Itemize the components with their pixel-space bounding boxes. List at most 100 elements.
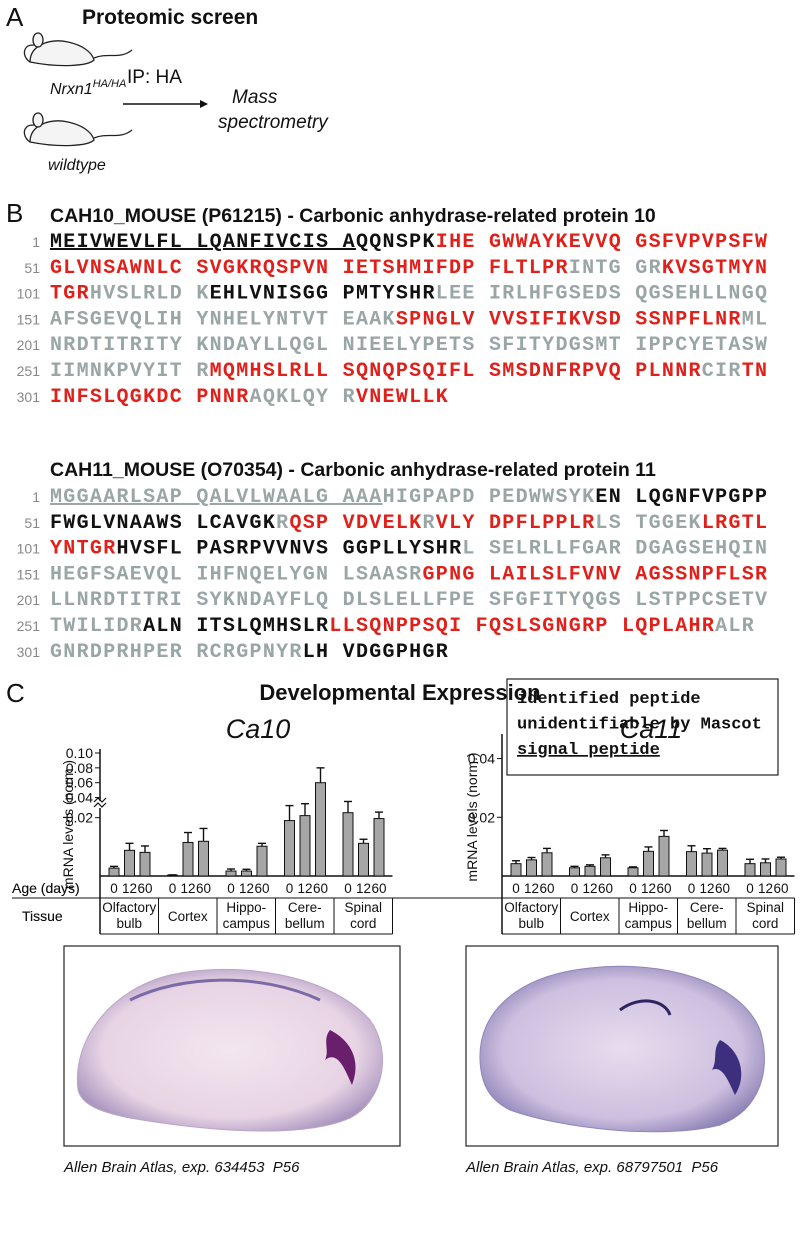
age-label: 0 <box>512 881 520 896</box>
x-axis-label: Age (days) <box>12 880 80 896</box>
line-number: 201 <box>17 337 41 353</box>
sequence-segment: MQMHSLRLL SQNQPSQIFL SMSDNFRPVQ PLNNR <box>210 360 702 383</box>
line-number: 301 <box>17 644 41 660</box>
image-caption: Allen Brain Atlas, exp. 68797501 P56 <box>465 1159 719 1176</box>
age-label: 60 <box>254 881 269 896</box>
y-axis-label: mRNA levels (norm.) <box>60 760 76 889</box>
bar <box>510 863 522 877</box>
bar <box>124 849 135 877</box>
sequence-line: NRDTITRITY KNDAYLLQGL NIEELYPETS SFITYDG… <box>50 334 768 357</box>
age-label: 12 <box>356 881 371 896</box>
legend-entry: unidentifiable by Mascot <box>517 716 762 735</box>
tissue-label: Olfactory <box>504 900 558 915</box>
sequence-segment: QQNSPK <box>356 231 436 254</box>
tissue-label: cord <box>752 916 778 931</box>
bar <box>256 845 268 877</box>
bar <box>198 840 209 877</box>
age-label: 0 <box>688 881 696 896</box>
sequence-segment: LS TGGEK <box>595 512 701 535</box>
bar <box>569 867 580 877</box>
bar <box>241 870 252 877</box>
age-label: 12 <box>699 881 714 896</box>
sequence-segment: YNTGR <box>50 538 117 561</box>
sequence-line: TGRHVSLRLD KEHLVNISGG PMTYSHRLEE IRLHFGS… <box>50 283 768 306</box>
age-label: 60 <box>773 881 788 896</box>
legend-entry: signal peptide <box>517 741 660 760</box>
y-tick-label: 0.02 <box>468 809 495 825</box>
tissue-label: campus <box>223 916 271 931</box>
age-label: 0 <box>571 881 579 896</box>
line-number: 151 <box>17 566 41 582</box>
sequence-segment: SPNGLV VVSIFIKVSD SSNPFLNR <box>396 308 742 331</box>
sequence-segment: INTG GR <box>569 257 662 280</box>
tissue-label: Cortex <box>168 909 208 924</box>
line-number: 301 <box>17 389 41 405</box>
bar <box>643 850 654 877</box>
brain-section <box>76 968 383 1132</box>
sequence-segment: TWILIDR <box>50 615 143 638</box>
method-label: IP: HA <box>127 67 182 88</box>
bar <box>315 782 326 877</box>
tissue-label: Hippo- <box>628 900 668 915</box>
sequence-segment: LH VDGGPHGR <box>303 641 449 664</box>
x-axis-label: Age (days) <box>12 880 80 896</box>
sequence-segment: LEE IRLHFGSEDS QGSEHLLNGQ <box>436 283 769 306</box>
gene-name: Nrxn1 <box>50 81 93 98</box>
tissue-label: cord <box>350 916 376 931</box>
bar <box>775 858 787 877</box>
sequence-segment: VNEWLLK <box>356 386 449 409</box>
chart-title: Ca11 <box>620 714 683 744</box>
bar <box>299 815 311 877</box>
age-label: 0 <box>629 881 637 896</box>
y-tick-label: 0.08 <box>66 760 93 776</box>
sequence-segment: KVSGTMYN <box>662 257 768 280</box>
age-label: 60 <box>598 881 613 896</box>
arrowhead <box>200 100 208 108</box>
y-tick-label: 0.02 <box>66 810 93 826</box>
sequence-line: INFSLQGKDC PNNRAQKLQY RVNEWLLK <box>50 386 449 409</box>
group-axis-label: Tissue <box>22 908 63 924</box>
sequence-line: HEGFSAEVQL IHFNQELYGN LSAASRGPNG LAILSLF… <box>50 563 768 586</box>
bar <box>658 835 670 877</box>
legend-box <box>506 678 779 776</box>
sequence-segment: R <box>422 512 435 535</box>
tissue-label: bulb <box>116 916 142 931</box>
readout-label: spectrometry <box>218 112 329 133</box>
sequence-segment: EN LQGNFVPGPP <box>595 486 768 509</box>
bar <box>182 841 194 877</box>
sequence-segment: HVSFL PASRPVVNVS GGPLLYSHR <box>117 538 463 561</box>
tissue-label: Cere- <box>690 900 724 915</box>
sequence-segment: GPNG LAILSLFVNV AGSSNPFLSR <box>422 563 768 586</box>
tissue-label: bellum <box>285 916 325 931</box>
age-label: 60 <box>656 881 671 896</box>
sequence-line: IIMNKPVYIT RMQMHSLRLL SQNQPSQIFL SMSDNFR… <box>50 360 768 383</box>
age-label: 0 <box>286 881 294 896</box>
age-label: 0 <box>169 881 177 896</box>
sequence-segment: INFSLQGKDC PNNR <box>50 386 250 409</box>
bar <box>526 859 537 877</box>
tissue-label: Spinal <box>746 900 784 915</box>
line-number: 201 <box>17 592 41 608</box>
genotype-label: wildtype <box>48 157 106 174</box>
y-tick-label: 0.04 <box>468 751 495 767</box>
bar <box>760 862 771 877</box>
axis-break <box>93 797 107 808</box>
sequence-line: MEIVWEVLFL LQANFIVCIS AQQNSPKIHE GWWAYKE… <box>50 231 768 254</box>
sequence-segment: CIR <box>702 360 742 383</box>
tissue-label: Olfactory <box>102 900 156 915</box>
tissue-label: campus <box>625 916 673 931</box>
protein-title: CAH11_MOUSE (O70354) - Carbonic anhydras… <box>50 459 656 481</box>
bar <box>627 867 639 877</box>
age-label: 0 <box>746 881 754 896</box>
line-number: 251 <box>17 618 41 634</box>
brain-section <box>479 965 765 1133</box>
sequence-segment: ALR <box>715 615 755 638</box>
age-label: 60 <box>196 881 211 896</box>
legend-entry: identified peptide <box>517 690 701 709</box>
age-label: 60 <box>539 881 554 896</box>
y-tick-label: 0.04 <box>66 790 93 806</box>
tissue-label: Hippo- <box>226 900 266 915</box>
age-label: 12 <box>297 881 312 896</box>
line-number: 251 <box>17 363 41 379</box>
